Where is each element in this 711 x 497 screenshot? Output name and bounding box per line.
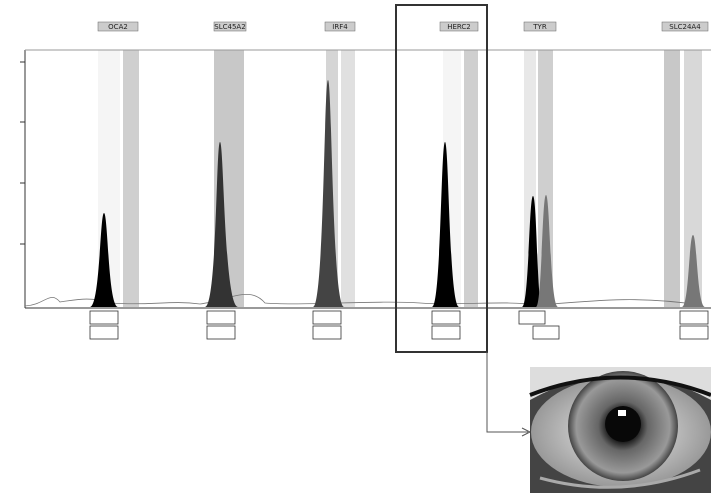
eye-photo: [530, 367, 711, 493]
marker-label: IRF4: [332, 23, 348, 31]
plot: [20, 50, 711, 308]
marker-labels: OCA2 SLC45A2 IRF4 HERC2 TYR SLC24A4: [98, 22, 708, 31]
marker-label: SLC24A4: [669, 23, 701, 31]
allele-boxes: [90, 311, 708, 339]
marker-label: SLC45A2: [214, 23, 245, 31]
marker-label: TYR: [532, 23, 547, 31]
arrow: [487, 352, 528, 432]
marker-label: HERC2: [447, 23, 471, 31]
figure: OCA2 SLC45A2 IRF4 HERC2 TYR SLC24A4: [0, 0, 711, 493]
marker-label: OCA2: [108, 23, 128, 31]
